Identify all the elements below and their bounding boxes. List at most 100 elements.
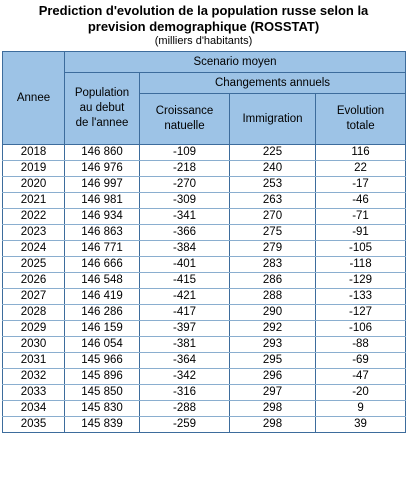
table-row: 2023 146 863 -366 275 -91 [2, 224, 407, 241]
table-subtitle: (milliers d'habitants) [154, 35, 253, 47]
table-row: 2029 146 159 -397 292 -106 [2, 320, 407, 337]
cell-natural: -384 [139, 240, 230, 257]
cell-natural: -288 [139, 400, 230, 417]
cell-immigration: 270 [229, 208, 316, 225]
cell-population: 146 997 [64, 176, 140, 193]
header-population-line-2: au debut [79, 102, 125, 114]
cell-year: 2032 [2, 368, 65, 385]
header-population: Population au debut de l'annee [64, 72, 140, 145]
cell-natural: -341 [139, 208, 230, 225]
cell-year: 2035 [2, 416, 65, 433]
table-row: 2031 145 966 -364 295 -69 [2, 352, 407, 369]
cell-year: 2025 [2, 256, 65, 273]
cell-immigration: 240 [229, 160, 316, 177]
cell-total: 22 [314, 160, 407, 177]
cell-total: -129 [314, 272, 407, 289]
cell-immigration: 225 [229, 144, 316, 161]
cell-year: 2033 [2, 384, 65, 401]
cell-year: 2023 [2, 224, 65, 241]
cell-year: 2031 [2, 352, 65, 369]
cell-population: 145 839 [64, 416, 140, 433]
cell-total: 116 [314, 144, 407, 161]
title-line-1: Prediction d'evolution de la population … [38, 3, 369, 18]
table-row: 2032 145 896 -342 296 -47 [2, 368, 407, 385]
table-title: Prediction d'evolution de la population … [0, 0, 407, 35]
cell-year: 2034 [2, 400, 65, 417]
cell-natural: -421 [139, 288, 230, 305]
cell-population: 145 966 [64, 352, 140, 369]
cell-population: 145 896 [64, 368, 140, 385]
cell-total: -69 [314, 352, 407, 369]
header-changes: Changements annuels [138, 72, 407, 94]
cell-total: -46 [314, 192, 407, 209]
cell-natural: -342 [139, 368, 230, 385]
cell-population: 146 159 [64, 320, 140, 337]
header-total-line-1: Evolution [336, 105, 385, 117]
cell-natural: -270 [139, 176, 230, 193]
cell-natural: -415 [139, 272, 230, 289]
cell-immigration: 283 [229, 256, 316, 273]
cell-year: 2022 [2, 208, 65, 225]
cell-natural: -401 [139, 256, 230, 273]
header-total-change: Evolution totale [314, 93, 407, 145]
cell-total: -91 [314, 224, 407, 241]
cell-total: 9 [314, 400, 407, 417]
cell-natural: -381 [139, 336, 230, 353]
cell-population: 146 666 [64, 256, 140, 273]
table-row: 2019 146 976 -218 240 22 [2, 160, 407, 177]
cell-population: 146 419 [64, 288, 140, 305]
cell-immigration: 292 [229, 320, 316, 337]
cell-total: -133 [314, 288, 407, 305]
table-row: 2025 146 666 -401 283 -118 [2, 256, 407, 273]
cell-year: 2029 [2, 320, 65, 337]
cell-population: 145 850 [64, 384, 140, 401]
table-row: 2028 146 286 -417 290 -127 [2, 304, 407, 321]
cell-immigration: 290 [229, 304, 316, 321]
cell-year: 2024 [2, 240, 65, 257]
cell-immigration: 295 [229, 352, 316, 369]
cell-immigration: 288 [229, 288, 316, 305]
cell-population: 146 054 [64, 336, 140, 353]
table-row: 2034 145 830 -288 298 9 [2, 400, 407, 417]
cell-immigration: 298 [229, 400, 316, 417]
header-immigration: Immigration [229, 93, 316, 145]
cell-population: 146 548 [64, 272, 140, 289]
cell-total: -88 [314, 336, 407, 353]
cell-total: -71 [314, 208, 407, 225]
cell-total: -17 [314, 176, 407, 193]
cell-year: 2030 [2, 336, 65, 353]
cell-immigration: 253 [229, 176, 316, 193]
cell-natural: -417 [139, 304, 230, 321]
cell-total: 39 [314, 416, 407, 433]
cell-total: -20 [314, 384, 407, 401]
cell-year: 2021 [2, 192, 65, 209]
cell-total: -47 [314, 368, 407, 385]
cell-total: -118 [314, 256, 407, 273]
cell-immigration: 275 [229, 224, 316, 241]
cell-population: 145 830 [64, 400, 140, 417]
header-total-line-2: totale [346, 120, 375, 132]
header-natural-line-2: natuelle [164, 120, 205, 132]
table-row: 2030 146 054 -381 293 -88 [2, 336, 407, 353]
table-row: 2018 146 860 -109 225 116 [2, 144, 407, 161]
cell-immigration: 293 [229, 336, 316, 353]
cell-year: 2028 [2, 304, 65, 321]
cell-population: 146 981 [64, 192, 140, 209]
cell-immigration: 297 [229, 384, 316, 401]
cell-year: 2019 [2, 160, 65, 177]
header-natural-growth: Croissance natuelle [139, 93, 230, 145]
cell-year: 2027 [2, 288, 65, 305]
cell-immigration: 296 [229, 368, 316, 385]
cell-natural: -397 [139, 320, 230, 337]
table-row: 2033 145 850 -316 297 -20 [2, 384, 407, 401]
cell-immigration: 286 [229, 272, 316, 289]
cell-immigration: 279 [229, 240, 316, 257]
cell-total: -127 [314, 304, 407, 321]
cell-population: 146 976 [64, 160, 140, 177]
cell-year: 2020 [2, 176, 65, 193]
table-body: 2018 146 860 -109 225 116 2019 146 976 -218 240 2… [2, 144, 407, 433]
title-line-2: prevision demographique (ROSSTAT) [87, 19, 320, 34]
table-row: 2026 146 548 -415 286 -129 [2, 272, 407, 289]
cell-total: -105 [314, 240, 407, 257]
